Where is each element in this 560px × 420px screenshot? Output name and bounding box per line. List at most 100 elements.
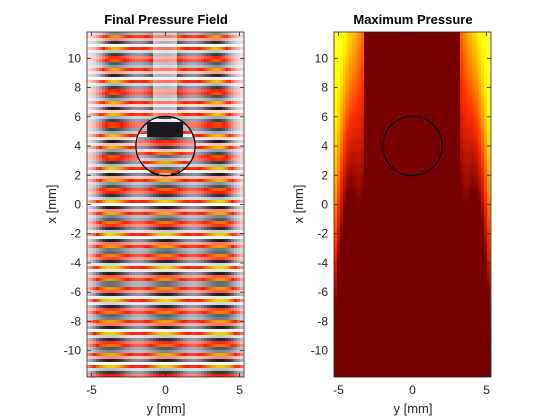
heatmap-cell xyxy=(237,113,241,117)
heatmap-cell xyxy=(87,251,91,255)
heatmap-cell xyxy=(228,206,232,210)
heatmap-cell xyxy=(144,59,148,63)
heatmap-cell xyxy=(123,59,127,63)
heatmap-cell xyxy=(156,266,160,270)
heatmap-cell xyxy=(120,302,124,306)
heatmap-cell xyxy=(174,221,178,225)
heatmap-cell xyxy=(240,167,244,171)
heatmap-cell xyxy=(219,293,223,297)
heatmap-cell xyxy=(192,209,196,213)
heatmap-cell xyxy=(207,92,211,96)
heatmap-cell xyxy=(189,113,193,117)
heatmap-cell xyxy=(96,278,100,282)
heatmap-cell xyxy=(219,260,223,264)
heatmap-cell xyxy=(171,245,175,249)
heatmap-cell xyxy=(234,143,238,147)
heatmap-cell xyxy=(243,188,244,192)
heatmap-cell xyxy=(225,239,229,243)
heatmap-cell xyxy=(180,275,184,279)
heatmap-cell xyxy=(177,206,181,210)
heatmap-cell xyxy=(165,167,169,171)
heatmap-cell xyxy=(102,284,106,288)
heatmap-cell xyxy=(132,176,136,180)
heatmap-cell xyxy=(159,230,163,234)
heatmap-cell xyxy=(243,221,244,225)
heatmap-cell xyxy=(144,239,148,243)
heatmap-cell xyxy=(114,287,118,291)
heatmap-cell xyxy=(159,131,163,135)
heatmap-cell xyxy=(117,59,121,63)
heatmap-cell xyxy=(138,206,142,210)
heatmap-cell xyxy=(183,179,187,183)
heatmap-cell xyxy=(195,284,199,288)
heatmap-cell xyxy=(213,227,217,231)
heatmap-cell xyxy=(120,128,124,132)
heatmap-cell xyxy=(168,245,172,249)
heatmap-cell xyxy=(87,35,91,39)
heatmap-cell xyxy=(231,233,235,237)
heatmap-cell xyxy=(180,236,184,240)
heatmap-cell xyxy=(141,266,145,270)
heatmap-cell xyxy=(90,161,94,165)
heatmap-cell xyxy=(132,233,136,237)
heatmap-cell xyxy=(93,95,97,99)
heatmap-cell xyxy=(240,239,244,243)
heatmap-cell xyxy=(165,95,169,99)
heatmap-cell xyxy=(237,182,241,186)
heatmap-cell xyxy=(102,188,106,192)
heatmap-cell xyxy=(234,173,238,177)
heatmap-cell xyxy=(240,224,244,228)
heatmap-cell xyxy=(105,41,109,45)
heatmap-cell xyxy=(150,203,154,207)
heatmap-cell xyxy=(159,236,163,240)
heatmap-cell xyxy=(150,299,154,303)
heatmap-cell xyxy=(135,113,139,117)
heatmap-cell xyxy=(126,290,130,294)
heatmap-cell xyxy=(153,140,157,144)
heatmap-cell xyxy=(153,191,157,195)
heatmap-cell xyxy=(123,83,127,87)
heatmap-cell xyxy=(111,305,115,309)
heatmap-cell xyxy=(159,35,163,39)
heatmap-cell xyxy=(129,155,133,159)
heatmap-cell xyxy=(156,47,160,51)
heatmap-cell xyxy=(126,224,130,228)
heatmap-cell xyxy=(123,236,127,240)
heatmap-cell xyxy=(186,224,190,228)
heatmap-cell xyxy=(189,137,193,141)
heatmap-cell xyxy=(108,122,112,126)
heatmap-cell xyxy=(123,131,127,135)
heatmap-cell xyxy=(123,152,127,156)
heatmap-cell xyxy=(129,95,133,99)
heatmap-cell xyxy=(135,182,139,186)
heatmap-cell xyxy=(243,182,244,186)
heatmap-cell xyxy=(213,44,217,48)
heatmap-cell xyxy=(180,155,184,159)
heatmap-cell xyxy=(102,107,106,111)
heatmap-cell xyxy=(138,119,142,123)
heatmap-cell xyxy=(183,158,187,162)
heatmap-cell xyxy=(111,260,115,264)
heatmap-cell xyxy=(108,35,112,39)
heatmap-cell xyxy=(201,233,205,237)
heatmap-cell xyxy=(207,200,211,204)
heatmap-cell xyxy=(117,200,121,204)
heatmap-cell xyxy=(153,263,157,267)
heatmap-cell xyxy=(144,89,148,93)
heatmap-cell xyxy=(195,308,199,312)
heatmap-cell xyxy=(87,269,91,273)
heatmap-cell xyxy=(162,53,166,57)
heatmap-cell xyxy=(120,167,124,171)
heatmap-cell xyxy=(225,77,229,81)
heatmap-cell xyxy=(231,227,235,231)
heatmap-cell xyxy=(117,158,121,162)
heatmap-cell xyxy=(237,302,241,306)
heatmap-cell xyxy=(231,74,235,78)
heatmap-cell xyxy=(126,179,130,183)
heatmap-cell xyxy=(105,53,109,57)
heatmap-cell xyxy=(243,89,244,93)
heatmap-cell xyxy=(135,224,139,228)
heatmap-cell xyxy=(201,206,205,210)
heatmap-cell xyxy=(93,92,97,96)
heatmap-cell xyxy=(120,305,124,309)
